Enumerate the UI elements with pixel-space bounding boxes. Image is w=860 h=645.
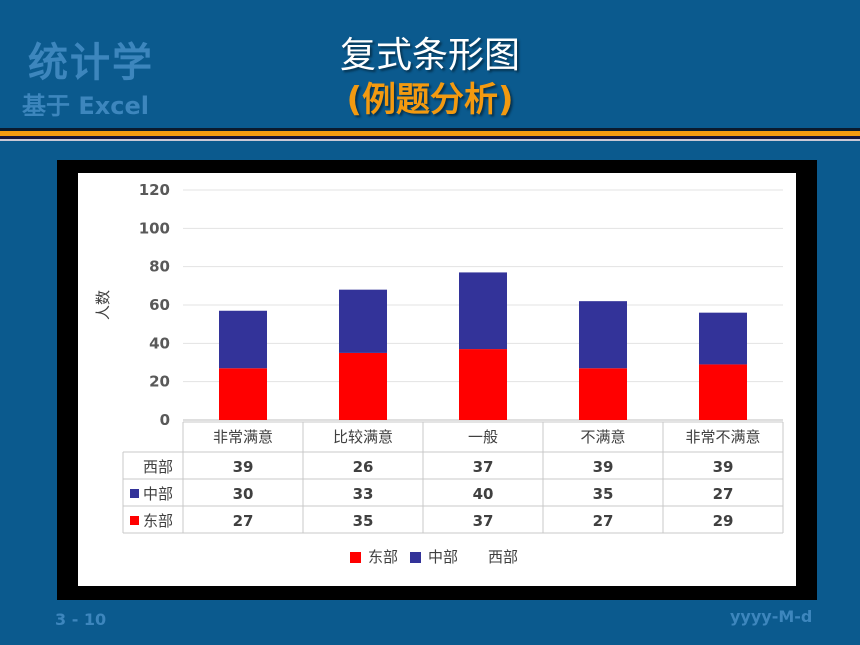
table-legend-key-东部 (130, 516, 139, 525)
data-label: 37 (473, 458, 494, 476)
logo-title: 统计学 (28, 40, 154, 86)
table-row-label: 中部 (143, 485, 173, 503)
y-tick-label: 80 (149, 258, 170, 276)
logo-subtitle: 基于 Excel (22, 92, 149, 120)
legend-key-东部 (350, 552, 361, 563)
table-row-label: 西部 (143, 458, 173, 476)
header-divider-dark (0, 128, 860, 131)
data-label: 27 (593, 512, 614, 530)
date-placeholder: yyyy-M-d (730, 607, 813, 626)
bar-中部-比较满意 (339, 289, 387, 353)
data-label: 35 (353, 512, 374, 530)
data-label: 30 (233, 485, 254, 503)
header-divider-light (0, 139, 860, 141)
chart-panel: 0 20 40 60 80 100 120 人数非常满意 比较满意 一般 不满意 非常不满意西部 39 2… (78, 173, 796, 586)
data-label: 27 (713, 485, 734, 503)
y-tick-label: 0 (160, 411, 170, 429)
table-row-label: 东部 (143, 512, 173, 530)
data-label: 39 (233, 458, 254, 476)
legend-label: 中部 (428, 548, 458, 566)
y-tick-label: 60 (149, 296, 170, 314)
bar-东部-非常满意 (219, 368, 267, 420)
slide-subtitle: (例题分析) (346, 80, 514, 120)
bar-中部-不满意 (579, 301, 627, 369)
x-tick-label: 一般 (468, 428, 498, 446)
bar-东部-非常不满意 (699, 364, 747, 420)
x-tick-label: 比较满意 (333, 428, 393, 446)
y-tick-label: 120 (139, 181, 170, 199)
bar-中部-非常满意 (219, 310, 267, 369)
bar-东部-不满意 (579, 368, 627, 420)
data-label: 35 (593, 485, 614, 503)
x-tick-label: 非常不满意 (685, 428, 760, 446)
y-tick-label: 100 (139, 219, 170, 237)
y-axis-label: 人数 (94, 290, 112, 320)
header-divider-orange (0, 131, 860, 136)
bar-中部-非常不满意 (699, 312, 747, 365)
data-label: 27 (233, 512, 254, 530)
bar-中部-一般 (459, 272, 507, 350)
header-divider-navy (0, 136, 860, 139)
y-tick-label: 20 (149, 373, 170, 391)
table-legend-key-中部 (130, 489, 139, 498)
x-tick-label: 不满意 (580, 428, 625, 446)
bar-东部-比较满意 (339, 352, 387, 420)
slide-title: 复式条形图 (339, 35, 520, 76)
legend-label: 西部 (488, 548, 518, 566)
y-tick-label: 40 (149, 334, 170, 352)
x-tick-label: 非常满意 (213, 428, 273, 446)
data-label: 26 (353, 458, 374, 476)
legend-label: 东部 (368, 548, 398, 566)
data-label: 29 (713, 512, 734, 530)
data-label: 40 (473, 485, 494, 503)
data-label: 39 (713, 458, 734, 476)
bar-东部-一般 (459, 349, 507, 420)
legend-key-中部 (410, 552, 421, 563)
data-label: 39 (593, 458, 614, 476)
data-label: 37 (473, 512, 494, 530)
data-label: 33 (353, 485, 374, 503)
page-number: 3 - 10 (55, 610, 107, 629)
